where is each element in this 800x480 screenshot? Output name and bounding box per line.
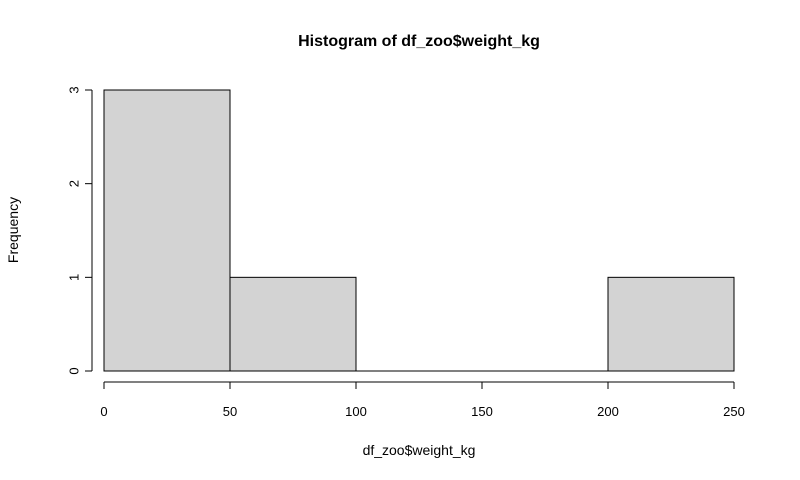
y-axis-title: Frequency: [5, 197, 21, 263]
histogram-bar-0: [103, 89, 231, 372]
histogram-bars: [103, 89, 735, 372]
y-tick-label-3: 3: [66, 86, 81, 93]
chart-title: Histogram of df_zoo$weight_kg: [298, 33, 540, 50]
histogram-bar-4: [607, 276, 735, 372]
y-tick-label-2: 2: [66, 180, 81, 187]
y-tick-label-1: 1: [66, 274, 81, 281]
y-axis-ticks: 0 1 2 3: [66, 86, 92, 375]
x-axis-title: df_zoo$weight_kg: [363, 442, 476, 458]
x-tick-label-1: 50: [223, 404, 237, 419]
x-tick-label-3: 150: [471, 404, 493, 419]
x-tick-label-5: 250: [723, 404, 745, 419]
x-axis-ticks: 0 50 100 150 200 250: [100, 382, 745, 419]
y-tick-label-0: 0: [66, 367, 81, 374]
x-tick-label-0: 0: [100, 404, 107, 419]
x-tick-label-2: 100: [345, 404, 367, 419]
histogram-bar-1: [229, 276, 357, 372]
x-tick-label-4: 200: [597, 404, 619, 419]
